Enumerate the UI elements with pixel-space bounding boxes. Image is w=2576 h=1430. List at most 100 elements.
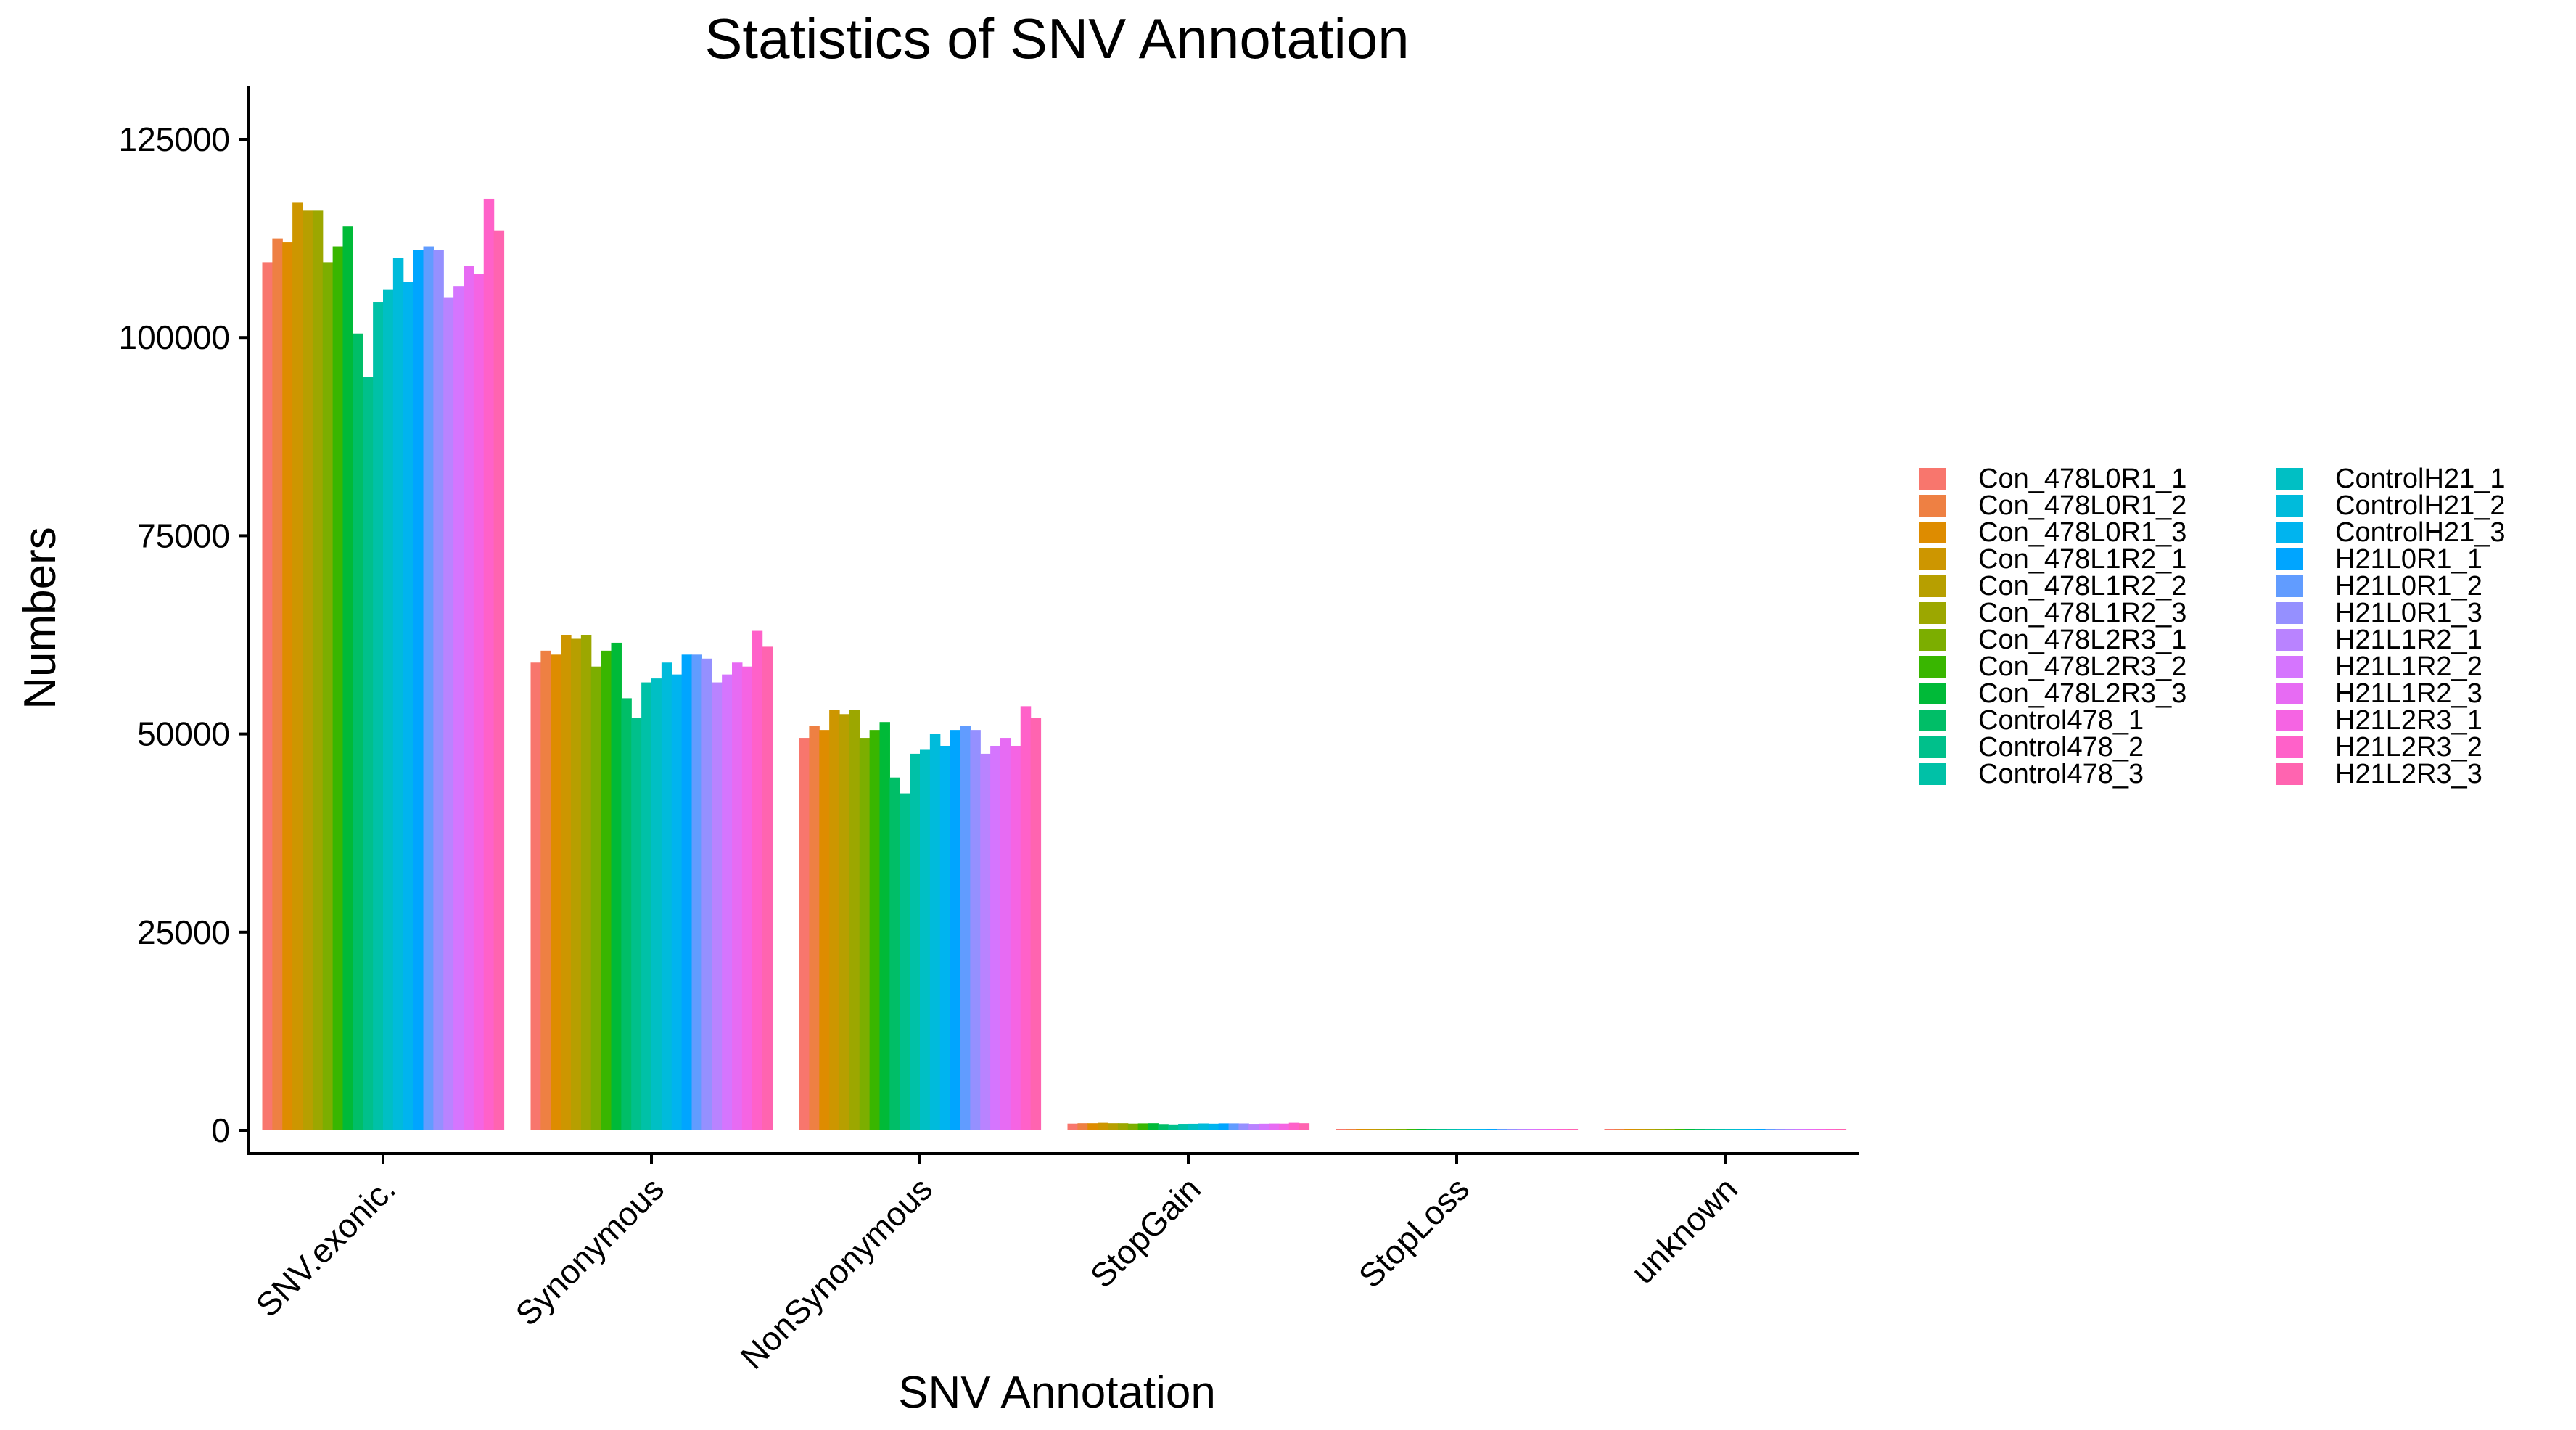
legend-swatch [2276, 736, 2303, 758]
bar [1645, 1129, 1655, 1130]
bar [1654, 1129, 1666, 1130]
bar [1269, 1123, 1280, 1130]
bar [601, 650, 612, 1130]
legend-swatch [1919, 629, 1946, 651]
bar [1208, 1123, 1219, 1130]
legend-swatch [1919, 710, 1946, 731]
bar [1705, 1129, 1716, 1130]
bar [1228, 1123, 1239, 1130]
bar [1755, 1129, 1766, 1130]
bar [1376, 1129, 1387, 1130]
bar [1020, 706, 1032, 1130]
bar [970, 730, 981, 1130]
bar [262, 262, 273, 1130]
bar [611, 642, 622, 1130]
bar [1416, 1129, 1427, 1130]
bar [960, 726, 971, 1130]
bar [403, 282, 414, 1131]
legend-label: Con_478L0R1_3 [1978, 517, 2186, 548]
bar [732, 662, 743, 1130]
legend-label: Control478_3 [1978, 759, 2144, 789]
bar [712, 682, 723, 1130]
legend-label: Control478_2 [1978, 732, 2144, 763]
bar [483, 198, 495, 1131]
bar [1436, 1129, 1447, 1130]
bar [1695, 1129, 1705, 1130]
bar [829, 710, 840, 1130]
y-ticks-group: 0 25000 50000 75000 100000 125000 [119, 120, 249, 1149]
y-axis-title: Numbers [15, 527, 65, 710]
bar [1010, 745, 1021, 1130]
bar [1825, 1129, 1837, 1130]
bar [1457, 1129, 1468, 1130]
legend-swatch [1919, 736, 1946, 758]
bar [1715, 1129, 1726, 1130]
bar [1178, 1124, 1189, 1130]
bar [950, 730, 961, 1130]
bar [1486, 1129, 1498, 1130]
bar [661, 662, 672, 1130]
y-tick-label: 25000 [137, 913, 230, 951]
bar [1815, 1129, 1827, 1130]
bar [580, 635, 592, 1130]
bar [1259, 1123, 1270, 1130]
bar [1218, 1123, 1230, 1130]
bar [1476, 1129, 1488, 1130]
bar [413, 250, 424, 1131]
bar [681, 654, 693, 1130]
bar [1497, 1129, 1507, 1130]
bar [423, 246, 434, 1130]
bar [473, 274, 485, 1130]
bar [1198, 1123, 1209, 1130]
legend-label: H21L1R2_3 [2335, 678, 2482, 709]
bar [433, 250, 444, 1131]
legend-swatch [2276, 763, 2303, 785]
bar [1806, 1129, 1816, 1130]
legend-label: H21L1R2_2 [2335, 652, 2482, 682]
bar [1288, 1122, 1300, 1130]
bar [1835, 1129, 1847, 1130]
bar [1557, 1129, 1568, 1130]
legend-swatch [1919, 575, 1946, 597]
bar [1447, 1129, 1457, 1130]
bar [1188, 1123, 1199, 1130]
bar [1567, 1129, 1579, 1130]
bar [551, 654, 561, 1130]
bar [303, 210, 313, 1130]
bar [1634, 1129, 1645, 1130]
legend-label: H21L2R3_3 [2335, 759, 2482, 789]
bar [849, 710, 860, 1130]
bar [1426, 1129, 1437, 1130]
bar [1087, 1123, 1098, 1130]
bar [1117, 1123, 1129, 1130]
bar [1168, 1124, 1179, 1130]
bar [1137, 1123, 1149, 1130]
legend-label: Con_478L1R2_1 [1978, 544, 2186, 575]
bar [1278, 1123, 1290, 1130]
bar [1248, 1124, 1259, 1130]
bar [1775, 1129, 1786, 1130]
bar [910, 753, 921, 1130]
legend-swatch [2276, 575, 2303, 597]
bar [590, 666, 602, 1130]
bar [1108, 1123, 1119, 1130]
bar [900, 793, 910, 1130]
legend-label: Con_478L1R2_3 [1978, 598, 2186, 628]
bar [651, 678, 662, 1130]
bar [1614, 1129, 1625, 1130]
bar [464, 266, 474, 1130]
bar [1664, 1129, 1676, 1130]
bar [353, 333, 363, 1131]
bar [621, 698, 632, 1130]
legend-label: H21L1R2_1 [2335, 625, 2482, 655]
legend-label: Con_478L2R3_2 [1978, 652, 2186, 682]
bar [1735, 1129, 1746, 1130]
legend-swatch [2276, 710, 2303, 731]
bar [571, 638, 582, 1130]
bar [443, 297, 454, 1130]
bar [1356, 1129, 1367, 1130]
legend-swatch [2276, 683, 2303, 704]
legend-label: H21L0R1_1 [2335, 544, 2482, 575]
bar [1537, 1129, 1548, 1130]
